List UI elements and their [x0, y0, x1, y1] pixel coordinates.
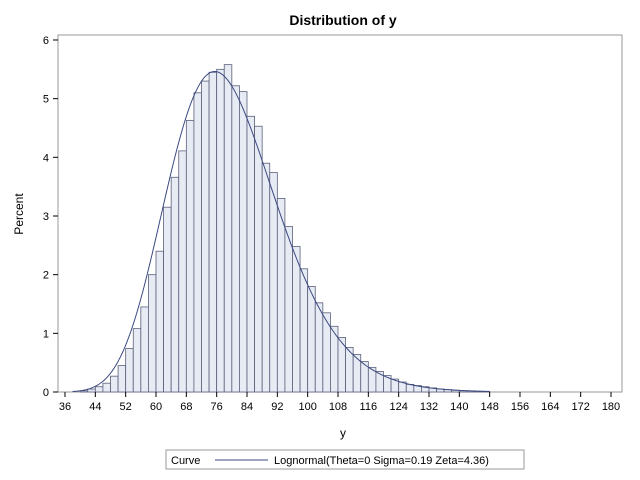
x-tick-label: 180 — [602, 401, 620, 413]
x-tick-label: 156 — [511, 401, 529, 413]
y-tick-label: 4 — [43, 152, 49, 164]
histogram-bar — [94, 386, 104, 393]
x-tick-label: 132 — [420, 401, 438, 413]
x-tick-label: 44 — [89, 401, 101, 413]
histogram-bar — [87, 388, 96, 393]
y-tick-label: 6 — [43, 35, 49, 47]
histogram-bars — [79, 64, 491, 393]
histogram-bar — [314, 302, 324, 393]
x-tick-label: 108 — [329, 401, 347, 413]
x-tick-label: 84 — [241, 401, 253, 413]
legend-box — [165, 449, 525, 470]
histogram-bar — [193, 92, 202, 393]
x-tick-label: 92 — [271, 401, 283, 413]
y-tick-label: 1 — [43, 328, 49, 340]
histogram-bar — [284, 226, 293, 393]
histogram-bar — [148, 274, 157, 393]
x-tick-label: 76 — [211, 401, 223, 413]
x-tick-label: 148 — [480, 401, 498, 413]
histogram-bar — [269, 172, 278, 393]
histogram-bar — [110, 375, 119, 393]
histogram-bar — [170, 176, 180, 393]
histogram-bar — [246, 115, 255, 393]
x-tick-label: 60 — [150, 401, 162, 413]
x-tick-label: 140 — [450, 401, 468, 413]
histogram-bar — [155, 250, 164, 393]
histogram-bar — [239, 91, 248, 393]
histogram-bar — [201, 80, 210, 393]
legend-curve-label: Lognormal(Theta=0 Sigma=0.19 Zeta=4.36) — [274, 455, 489, 467]
x-tick-label: 164 — [541, 401, 559, 413]
histogram-bar — [261, 162, 271, 393]
y-tick-label: 2 — [43, 270, 49, 282]
histogram-bar — [276, 197, 286, 393]
x-axis-label: y — [340, 426, 346, 440]
histogram-bar — [254, 125, 263, 393]
histogram-bar — [216, 68, 225, 393]
histogram-bar — [307, 285, 316, 393]
y-tick-label: 3 — [43, 211, 49, 223]
x-tick-label: 116 — [360, 401, 378, 413]
chart-title: Distribution of y — [289, 12, 397, 28]
histogram-bar — [299, 268, 309, 393]
x-tick-label: 100 — [298, 401, 316, 413]
x-tick-label: 124 — [389, 401, 407, 413]
y-axis: 0 1 2 3 4 5 6 — [43, 35, 58, 399]
histogram-bar — [231, 85, 240, 393]
histogram-bar — [140, 306, 149, 393]
histogram-bar — [292, 246, 301, 393]
x-tick-label: 172 — [571, 401, 589, 413]
histogram-bar — [375, 371, 384, 393]
histogram-bar — [132, 328, 142, 393]
legend-title: Curve — [171, 455, 200, 467]
histogram-bar — [163, 206, 172, 393]
lognormal-curve — [72, 70, 490, 393]
histogram-bar — [178, 150, 187, 393]
histogram-bar — [125, 348, 134, 393]
x-tick-label: 68 — [180, 401, 192, 413]
histogram-bar — [102, 382, 111, 393]
histogram-bar — [208, 71, 218, 393]
x-tick-label: 52 — [120, 401, 132, 413]
y-tick-label: 0 — [43, 387, 49, 399]
y-tick-label: 5 — [43, 94, 49, 106]
legend: Curve Lognormal(Theta=0 Sigma=0.19 Zeta=… — [165, 449, 525, 470]
y-axis-label: Percent — [12, 193, 26, 235]
histogram-bar — [117, 365, 127, 393]
x-axis: 36 44 52 60 68 76 84 92 100 108 116 124 132 140 148 156… — [59, 392, 620, 413]
x-tick-label: 36 — [59, 401, 71, 413]
histogram-bar — [223, 64, 233, 393]
histogram-bar — [185, 119, 195, 393]
